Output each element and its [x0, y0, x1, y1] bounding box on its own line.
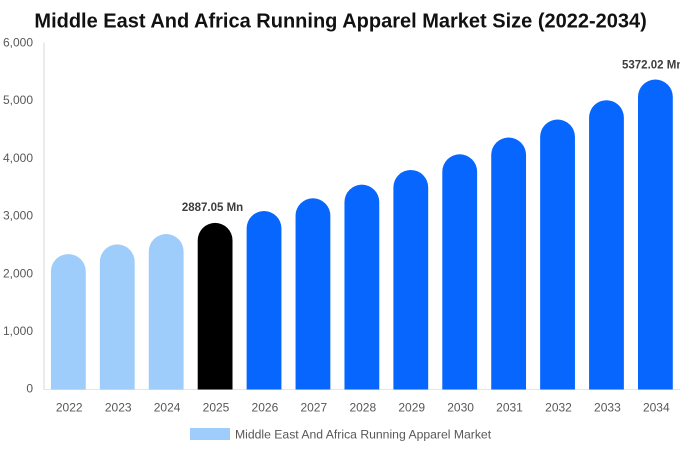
- svg-text:2022: 2022: [56, 401, 83, 415]
- svg-text:2034: 2034: [643, 401, 670, 415]
- svg-text:5,000: 5,000: [3, 93, 33, 107]
- svg-text:4,000: 4,000: [3, 151, 33, 165]
- svg-text:6,000: 6,000: [3, 36, 33, 50]
- svg-text:3,000: 3,000: [3, 209, 33, 223]
- svg-text:1,000: 1,000: [3, 324, 33, 338]
- svg-text:2887.05 Mn: 2887.05 Mn: [182, 202, 243, 214]
- svg-text:2027: 2027: [300, 401, 327, 415]
- svg-text:2026: 2026: [252, 401, 279, 415]
- svg-text:2024: 2024: [154, 401, 181, 415]
- svg-text:2030: 2030: [447, 401, 474, 415]
- svg-text:Middle East And Africa Running: Middle East And Africa Running Apparel M…: [34, 11, 646, 33]
- svg-text:Middle East And Africa Running: Middle East And Africa Running Apparel M…: [235, 428, 492, 442]
- svg-text:2,000: 2,000: [3, 266, 33, 280]
- svg-text:0: 0: [26, 382, 33, 396]
- svg-text:2025: 2025: [203, 401, 230, 415]
- svg-text:2032: 2032: [545, 401, 572, 415]
- svg-text:2028: 2028: [349, 401, 376, 415]
- svg-text:2023: 2023: [105, 401, 132, 415]
- svg-text:2033: 2033: [594, 401, 621, 415]
- svg-text:2031: 2031: [496, 401, 523, 415]
- svg-text:5372.02 Mn: 5372.02 Mn: [622, 59, 680, 71]
- svg-text:2029: 2029: [398, 401, 425, 415]
